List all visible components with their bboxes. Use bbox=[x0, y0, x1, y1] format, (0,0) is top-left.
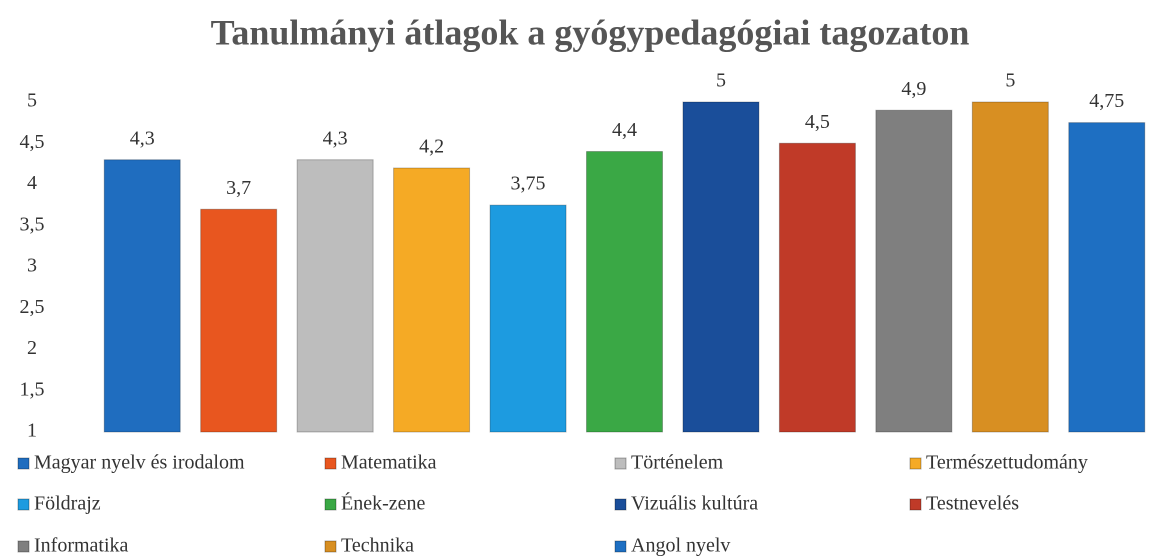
legend-swatch bbox=[614, 457, 627, 470]
y-tick-label: 4,5 bbox=[20, 131, 45, 153]
bar bbox=[296, 159, 374, 433]
legend-label: Vizuális kultúra bbox=[631, 493, 758, 515]
legend-label: Matematika bbox=[341, 452, 437, 474]
value-label: 4,4 bbox=[612, 119, 637, 141]
value-label: 5 bbox=[716, 70, 726, 92]
bar bbox=[778, 142, 856, 433]
value-label: 5 bbox=[1005, 70, 1015, 92]
y-tick-label: 3 bbox=[27, 255, 37, 277]
bar bbox=[1068, 122, 1146, 433]
bar bbox=[200, 208, 278, 433]
bar bbox=[586, 151, 663, 433]
value-label: 4,75 bbox=[1089, 90, 1124, 112]
bar bbox=[971, 101, 1049, 433]
legend-swatch bbox=[324, 540, 337, 553]
y-tick-label: 2 bbox=[27, 337, 37, 359]
legend-label: Technika bbox=[341, 535, 414, 557]
legend-swatch bbox=[17, 540, 30, 553]
legend-swatch bbox=[909, 457, 922, 470]
chart-title: Tanulmányi átlagok a gyógypedagógiai tag… bbox=[211, 12, 970, 52]
legend-label: Természettudomány bbox=[926, 452, 1088, 474]
legend-label: Magyar nyelv és irodalom bbox=[34, 452, 245, 474]
legend-swatch bbox=[324, 498, 337, 511]
y-tick-label: 4 bbox=[27, 172, 37, 194]
legend-swatch bbox=[324, 457, 337, 470]
bar bbox=[489, 204, 567, 433]
value-label: 4,9 bbox=[901, 78, 926, 100]
legend-swatch bbox=[909, 498, 922, 511]
value-label: 3,7 bbox=[226, 177, 251, 199]
value-label: 3,75 bbox=[511, 173, 546, 195]
legend-swatch bbox=[614, 540, 627, 553]
value-label: 4,2 bbox=[419, 136, 444, 158]
legend-label: Történelem bbox=[631, 452, 724, 474]
legend-swatch bbox=[614, 498, 627, 511]
legend-swatch bbox=[17, 457, 30, 470]
bar bbox=[682, 101, 760, 433]
legend-label: Angol nyelv bbox=[631, 535, 730, 557]
legend-label: Ének-zene bbox=[341, 492, 426, 515]
bar bbox=[875, 109, 953, 433]
y-tick-label: 1 bbox=[27, 420, 37, 442]
y-tick-label: 3,5 bbox=[20, 213, 45, 235]
value-label: 4,3 bbox=[323, 127, 348, 149]
legend-label: Testnevelés bbox=[926, 493, 1019, 515]
legend-label: Földrajz bbox=[34, 493, 101, 515]
y-tick-label: 1,5 bbox=[20, 378, 45, 400]
value-label: 4,5 bbox=[805, 111, 830, 133]
legend-label: Informatika bbox=[34, 535, 129, 557]
bar bbox=[393, 167, 471, 433]
y-tick-label: 5 bbox=[27, 90, 37, 112]
value-label: 4,3 bbox=[130, 127, 155, 149]
bar bbox=[103, 159, 181, 433]
y-tick-label: 2,5 bbox=[20, 296, 45, 318]
legend-swatch bbox=[17, 498, 30, 511]
